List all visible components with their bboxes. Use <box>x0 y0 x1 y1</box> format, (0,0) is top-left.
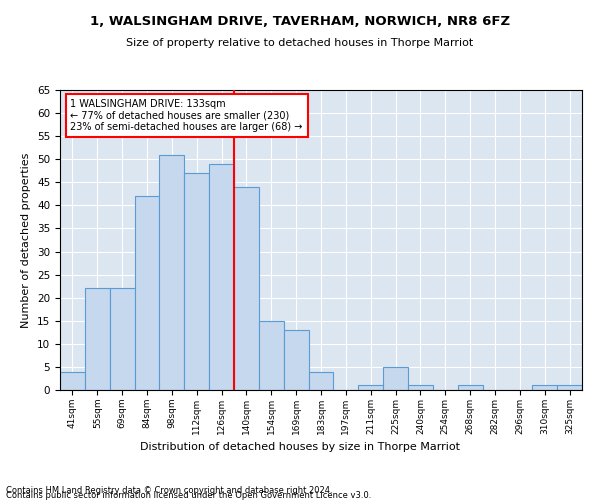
Bar <box>284 330 308 390</box>
Bar <box>184 173 209 390</box>
Bar <box>134 196 160 390</box>
Bar <box>259 321 284 390</box>
Bar <box>110 288 134 390</box>
Text: 1 WALSINGHAM DRIVE: 133sqm
← 77% of detached houses are smaller (230)
23% of sem: 1 WALSINGHAM DRIVE: 133sqm ← 77% of deta… <box>70 99 303 132</box>
Bar <box>358 386 383 390</box>
Bar <box>557 386 582 390</box>
Bar <box>85 288 110 390</box>
Bar <box>383 367 408 390</box>
Bar <box>308 372 334 390</box>
Text: Size of property relative to detached houses in Thorpe Marriot: Size of property relative to detached ho… <box>127 38 473 48</box>
Bar <box>209 164 234 390</box>
Text: Contains HM Land Registry data © Crown copyright and database right 2024.: Contains HM Land Registry data © Crown c… <box>6 486 332 495</box>
Text: Distribution of detached houses by size in Thorpe Marriot: Distribution of detached houses by size … <box>140 442 460 452</box>
Text: Contains public sector information licensed under the Open Government Licence v3: Contains public sector information licen… <box>6 491 371 500</box>
Bar <box>458 386 482 390</box>
Y-axis label: Number of detached properties: Number of detached properties <box>22 152 31 328</box>
Bar <box>408 386 433 390</box>
Bar <box>532 386 557 390</box>
Bar <box>60 372 85 390</box>
Bar <box>160 154 184 390</box>
Bar <box>234 187 259 390</box>
Text: 1, WALSINGHAM DRIVE, TAVERHAM, NORWICH, NR8 6FZ: 1, WALSINGHAM DRIVE, TAVERHAM, NORWICH, … <box>90 15 510 28</box>
